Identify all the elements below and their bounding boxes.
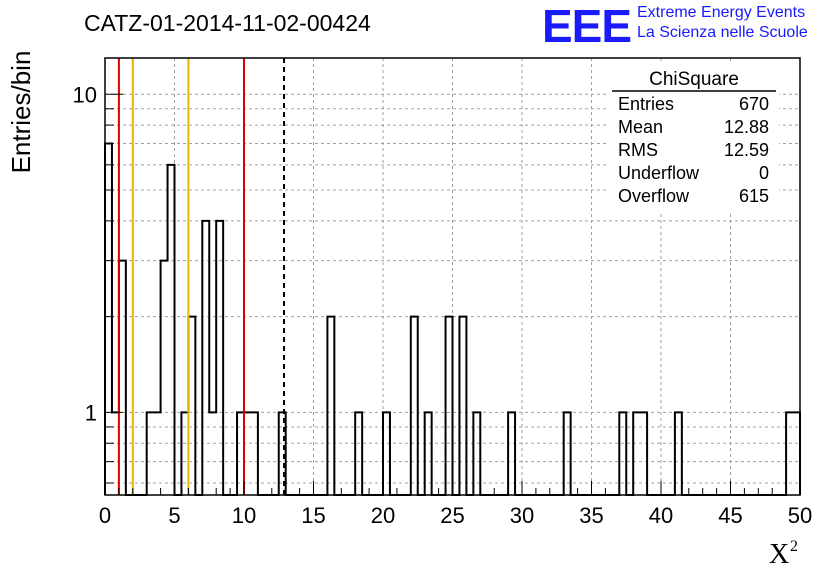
- x-tick-label: 35: [579, 503, 603, 528]
- stats-title: ChiSquare: [649, 69, 739, 90]
- x-tick-label: 20: [371, 503, 395, 528]
- x-axis-label: X: [769, 539, 789, 570]
- stats-label: Overflow: [618, 186, 690, 206]
- x-axis-label-superscript: 2: [790, 538, 798, 555]
- stats-label: Mean: [618, 117, 663, 137]
- x-tick-label: 45: [718, 503, 742, 528]
- stats-value: 12.88: [724, 117, 769, 137]
- y-tick-label: 1: [85, 400, 97, 425]
- x-tick-label: 25: [440, 503, 464, 528]
- y-axis-label: Entries/bin: [6, 51, 36, 174]
- x-tick-label: 40: [649, 503, 673, 528]
- histogram-bin: [105, 144, 112, 495]
- logo-line-2: La Scienza nelle Scuole: [637, 24, 808, 41]
- stats-value: 0: [759, 163, 769, 183]
- histogram-bin: [327, 317, 334, 495]
- histogram-bin: [188, 317, 195, 495]
- histogram-bin: [459, 317, 466, 495]
- histogram-bin: [119, 261, 126, 495]
- chart-title: CATZ-01-2014-11-02-00424: [84, 10, 371, 36]
- stats-value: 670: [739, 94, 769, 114]
- histogram-bin: [216, 221, 223, 495]
- x-tick-label: 10: [232, 503, 256, 528]
- histogram-bin: [168, 165, 175, 495]
- x-tick-label: 30: [510, 503, 534, 528]
- x-tick-label: 15: [301, 503, 325, 528]
- y-tick-label: 10: [73, 82, 97, 107]
- stats-box: [609, 64, 779, 212]
- x-tick-label: 5: [168, 503, 180, 528]
- stats-value: 615: [739, 186, 769, 206]
- histogram-bin: [446, 317, 453, 495]
- histogram-bin: [161, 261, 168, 495]
- x-tick-label: 0: [99, 503, 111, 528]
- logo-line-1: Extreme Energy Events: [637, 4, 806, 21]
- stats-label: RMS: [618, 140, 658, 160]
- x-tick-label: 50: [788, 503, 812, 528]
- stats-label: Underflow: [618, 163, 700, 183]
- histogram-bin: [411, 317, 418, 495]
- stats-label: Entries: [618, 94, 674, 114]
- histogram-bin: [202, 221, 209, 495]
- stats-value: 12.59: [724, 140, 769, 160]
- eee-logo: EEE: [542, 0, 632, 52]
